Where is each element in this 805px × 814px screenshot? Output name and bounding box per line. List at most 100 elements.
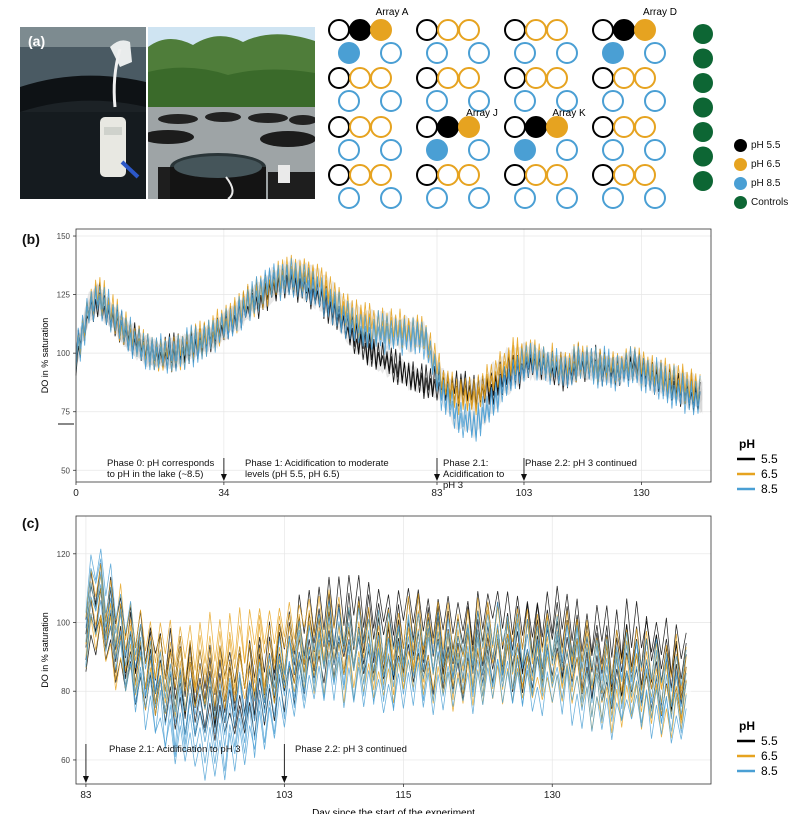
legend-swatch-controls [734,196,747,209]
y-axis-label: DO in % saturation [40,612,50,688]
control-circle [693,73,713,93]
x-tick-label: 103 [516,488,533,499]
series-line-ph-8.5 [85,548,687,722]
phase-annotation-text: Phase 2.2: pH 3 continued [525,458,637,469]
mesocosm-circle [556,139,578,161]
phase-annotation-text: Acidification to [443,469,504,480]
mesocosm-circle [416,67,438,89]
legend-swatch-ph85 [734,177,747,190]
control-circle [693,24,713,44]
band-ph-5.5 [85,585,692,718]
mesocosm-circle [458,19,480,41]
mesocosm-circle [592,164,614,186]
panel-a-label: (a) [28,33,46,49]
legend-title: pH [739,719,755,733]
mesocosm-circle [525,67,547,89]
y-tick-label: 125 [57,291,71,300]
x-tick-label: 130 [544,790,561,801]
mesocosm-circle [504,19,526,41]
legend-label-ph85: pH 8.5 [751,178,781,189]
mesocosm-circle [328,164,350,186]
phase-annotation-text: to pH in the lake (~8.5) [107,469,203,480]
mesocosm-circle [437,19,459,41]
x-tick-label: 115 [395,790,411,801]
legend-label-ph-8.5: 8.5 [761,482,778,496]
mesocosm-circle [458,116,480,138]
mesocosm-circle [458,67,480,89]
mesocosm-circle [504,164,526,186]
phase-annotation-text: Phase 0: pH corresponds [107,458,214,469]
mesocosm-circle [592,116,614,138]
x-tick-label: 34 [218,488,230,499]
band-ph-8.5 [76,264,703,440]
mesocosm-circle [556,90,578,112]
mesocosm-circle [602,187,624,209]
mesocosm-circle [504,67,526,89]
mesocosm-circle [416,116,438,138]
mesocosm-circle [514,42,536,64]
legend-item-ph55: pH 5.5 [734,136,788,155]
mesocosm-circle [602,90,624,112]
mesocosm-circle [328,67,350,89]
legend-item-ph65: pH 6.5 [734,155,788,174]
panel-a-legend: pH 5.5 pH 6.5 pH 8.5 Controls [734,136,788,212]
mesocosm-circle [338,42,360,64]
mesocosm-circle [380,90,402,112]
y-tick-label: 150 [57,232,71,241]
mesocosm-circle [328,116,350,138]
legend-label-controls: Controls [751,197,789,208]
mesocosm-circle [514,139,536,161]
series-line-ph-8.5 [85,584,687,772]
x-tick-label: 0 [73,488,79,499]
legend-label-ph-5.5: 5.5 [761,452,778,466]
mesocosm-circle [370,19,392,41]
mesocosm-circle [370,116,392,138]
mesocosm-circle [458,164,480,186]
chart-c: 60 80 100 120 83 103 115 130 DO in % saturation D… [40,515,778,814]
legend-label-ph55: pH 5.5 [751,140,781,151]
mesocosm-circle [634,164,656,186]
series-line-ph-5.5 [85,586,687,712]
panel-c-label: (c) [22,515,40,531]
control-circle [693,97,713,118]
mesocosm-circle [546,116,568,138]
phase-arrowhead [433,474,440,481]
mesocosm-circle [504,116,526,138]
y-tick-label: 120 [57,550,71,559]
chart-legend: pH 5.56.58.5 [737,437,778,496]
mesocosm-circle [349,164,371,186]
mesocosm-circle [380,139,402,161]
phase-annotation-text: Phase 2.1: [443,458,488,469]
phase-annotation-text: pH 3 [443,480,463,491]
mesocosm-circle [349,67,371,89]
mesocosm-circle [644,139,666,161]
phase-annotation: Phase 2.2: pH 3 continued [281,744,407,783]
mesocosm-circle [592,67,614,89]
phase-annotation: Phase 2.1: Acidification to pH 3 [82,744,241,783]
mesocosm-circle [634,19,656,41]
mesocosm-circle [644,187,666,209]
mesocosm-circle [613,116,635,138]
mesocosm-circle [338,90,360,112]
mesocosm-circle [525,164,547,186]
legend-title: pH [739,437,755,451]
mesocosm-circle [437,67,459,89]
photo-mesocosm-closeup [20,27,146,199]
plot-frame [75,515,712,785]
mesocosm-circle [370,67,392,89]
mesocosm-circle [546,19,568,41]
legend-label-ph-6.5: 6.5 [761,467,778,481]
mesocosm-circle [514,90,536,112]
mesocosm-circle [556,187,578,209]
mesocosm-circle [468,187,490,209]
x-axis-label: Day since the start of the experiment [312,808,475,814]
legend-label-ph-8.5: 8.5 [761,764,778,778]
mesocosm-circle [349,116,371,138]
mesocosm-circle [546,164,568,186]
legend-item-ph85: pH 8.5 [734,174,788,193]
control-circle [693,122,713,142]
mesocosm-circle [437,164,459,186]
mesocosm-circle [525,116,547,138]
mesocosm-circle [644,42,666,64]
